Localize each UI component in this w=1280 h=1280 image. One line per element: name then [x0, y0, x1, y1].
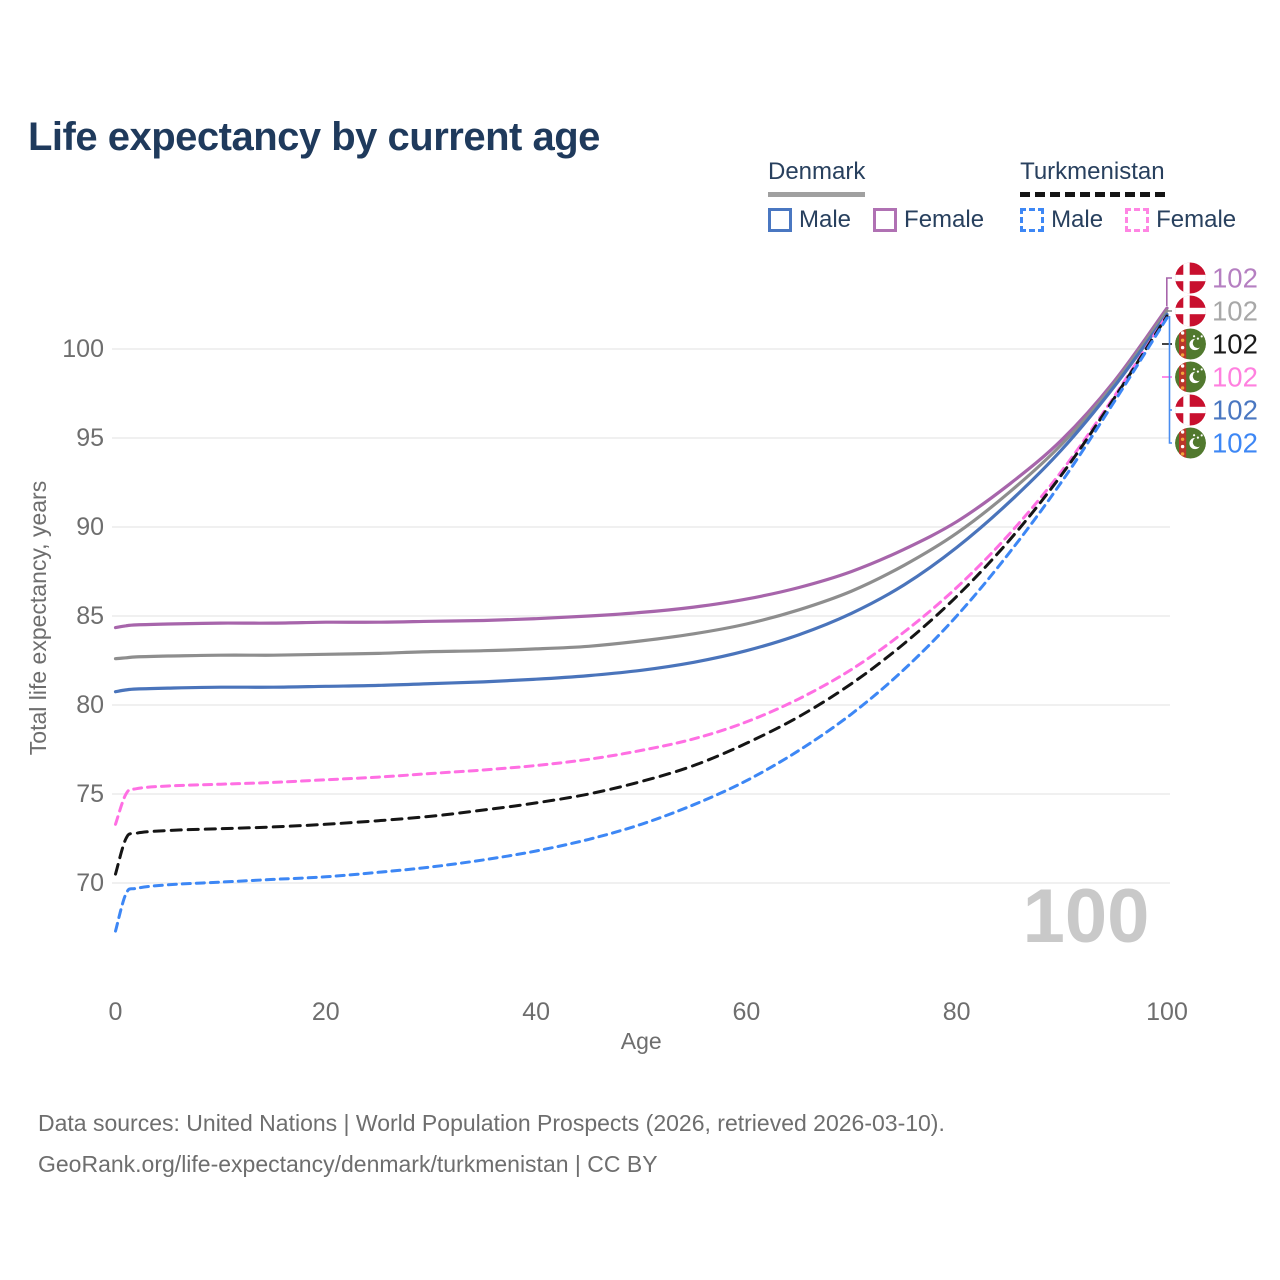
end-value-label: 102 — [1212, 296, 1258, 327]
end-value-label: 102 — [1212, 428, 1258, 459]
x-tick-label: 100 — [1146, 998, 1188, 1026]
legend-group-denmark: Denmark Male Female — [768, 158, 984, 234]
y-tick-label: 85 — [76, 602, 104, 630]
y-tick-label: 95 — [76, 424, 104, 452]
denmark-flag-icon — [1175, 262, 1206, 294]
legend-denmark-female-checkbox[interactable] — [873, 208, 898, 232]
x-tick-label: 80 — [943, 998, 971, 1026]
legend-turkmenistan-male-checkbox[interactable] — [1020, 208, 1045, 232]
legend-denmark-male-label[interactable]: Male — [799, 206, 852, 233]
legend-turkmenistan-female-checkbox[interactable] — [1125, 208, 1150, 232]
denmark-male-line — [113, 312, 1169, 694]
turkmenistan-male-line — [114, 316, 1169, 933]
footer-data-sources: Data sources: United Nations | World Pop… — [38, 1110, 945, 1136]
x-axis-title: Age — [621, 1028, 662, 1054]
leader-line — [1166, 277, 1172, 306]
y-tick-label: 70 — [76, 869, 104, 897]
turkmenistan-total-line — [114, 314, 1169, 876]
legend-denmark-female-label[interactable]: Female — [904, 206, 985, 233]
y-tick-label: 75 — [76, 780, 104, 808]
turkmenistan-female-line — [114, 313, 1169, 826]
x-tick-label: 20 — [312, 998, 340, 1026]
y-tick-label: 80 — [76, 691, 104, 719]
end-value-label: 102 — [1212, 395, 1258, 426]
end-value-label: 102 — [1212, 329, 1258, 360]
turkmenistan-flag-icon — [1175, 328, 1206, 360]
denmark-female-line — [113, 306, 1169, 630]
end-value-label: 102 — [1212, 263, 1258, 294]
y-tick-label: 90 — [76, 513, 104, 541]
leader-line — [1168, 316, 1172, 444]
watermark-age-label: 100 — [1023, 874, 1150, 959]
denmark-flag-icon — [1175, 295, 1206, 327]
footer-attribution: GeoRank.org/life-expectancy/denmark/turk… — [38, 1151, 658, 1177]
legend-group-turkmenistan: Turkmenistan Male Female — [1020, 158, 1236, 234]
legend-turkmenistan-female-label[interactable]: Female — [1156, 206, 1237, 233]
legend-turkmenistan-title[interactable]: Turkmenistan — [1020, 158, 1165, 197]
x-tick-label: 40 — [522, 998, 550, 1026]
page-title: Life expectancy by current age — [28, 114, 600, 159]
turkmenistan-flag-icon — [1175, 361, 1206, 393]
x-tick-label: 0 — [109, 998, 123, 1026]
x-tick-label: 60 — [732, 998, 760, 1026]
turkmenistan-flag-icon — [1175, 427, 1206, 459]
y-tick-label: 100 — [62, 335, 104, 363]
footer: Data sources: United Nations | World Pop… — [38, 1103, 945, 1185]
legend-denmark-male-checkbox[interactable] — [768, 208, 792, 232]
y-axis-title: Total life expectancy, years — [25, 481, 51, 755]
denmark-flag-icon — [1175, 394, 1206, 426]
legend-denmark-title[interactable]: Denmark — [768, 158, 866, 197]
legend-turkmenistan-male-label[interactable]: Male — [1051, 206, 1104, 233]
denmark-total-line — [113, 309, 1169, 661]
legend: Denmark Male Female Turkmenistan Male Fe… — [768, 158, 1236, 234]
end-value-label: 102 — [1212, 362, 1258, 393]
